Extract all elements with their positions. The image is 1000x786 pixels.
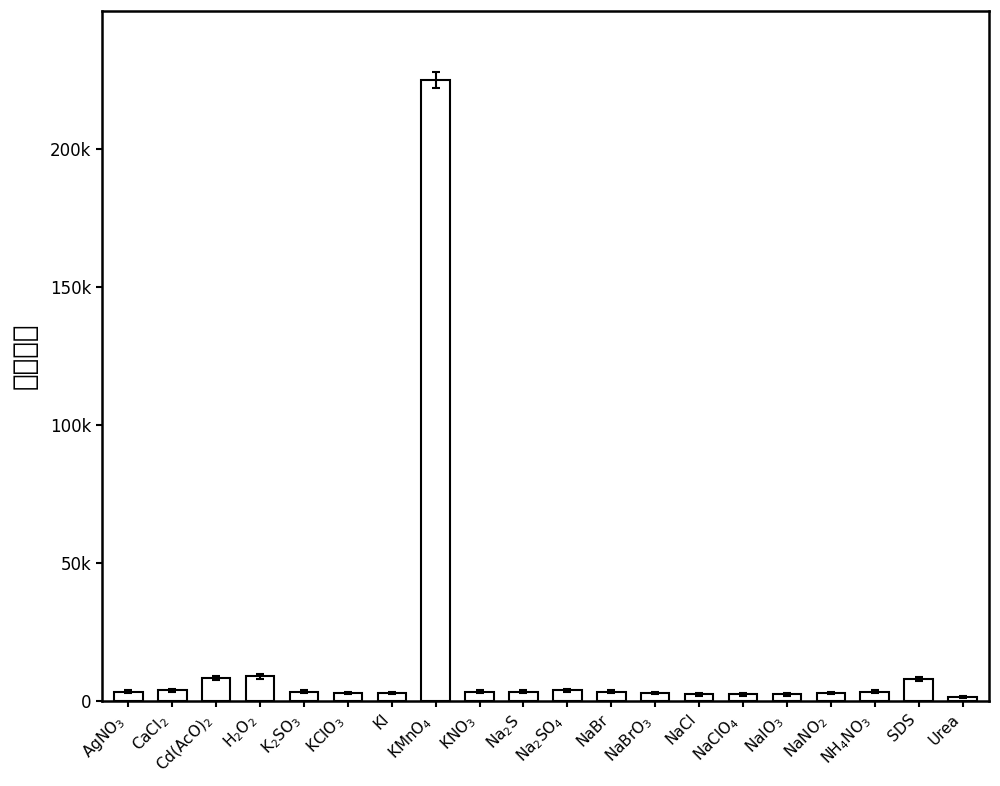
Bar (246, 677, 274, 701)
Bar (641, 693, 669, 701)
Bar (817, 693, 845, 701)
Bar (334, 693, 362, 701)
Bar (509, 692, 538, 701)
Bar (773, 695, 801, 701)
Bar (729, 695, 757, 701)
Bar (290, 692, 318, 701)
Bar (202, 678, 230, 701)
Bar (597, 692, 626, 701)
Y-axis label: 荧光强度: 荧光强度 (11, 323, 39, 390)
Bar (158, 690, 187, 701)
Bar (685, 695, 713, 701)
Bar (378, 693, 406, 701)
Bar (465, 692, 494, 701)
Bar (948, 697, 977, 701)
Bar (904, 679, 933, 701)
Bar (860, 692, 889, 701)
Bar (114, 692, 143, 701)
Bar (421, 80, 450, 701)
Bar (553, 690, 582, 701)
